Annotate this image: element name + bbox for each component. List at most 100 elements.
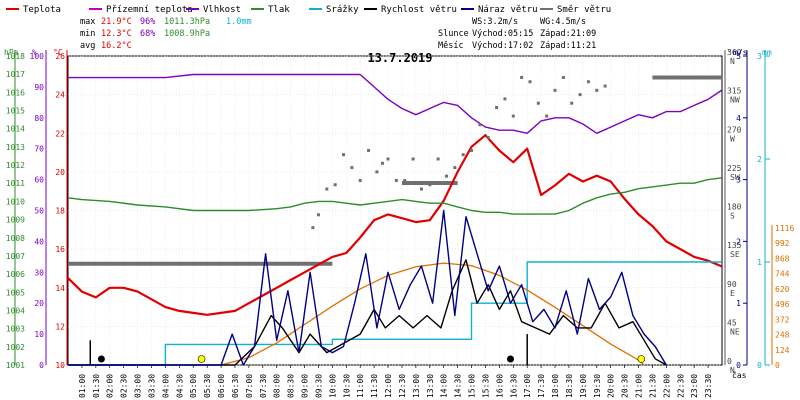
stat-avg-temp: 16.2°C bbox=[101, 41, 132, 51]
axes: 1001100210031004100510061007100810091010… bbox=[4, 48, 794, 375]
series-line bbox=[68, 209, 667, 366]
x-tick-label: 05:00 bbox=[189, 374, 198, 398]
wind-dir-point bbox=[428, 183, 432, 187]
y-tick-pct: 40 bbox=[34, 237, 44, 246]
x-tick-label: 14:00 bbox=[440, 374, 449, 398]
x-tick-label: 04:30 bbox=[175, 374, 184, 398]
x-tick-label: 19:00 bbox=[579, 374, 588, 398]
y-tick-temp: 26 bbox=[55, 52, 65, 61]
x-tick-label: 22:00 bbox=[662, 374, 671, 398]
wind-dir-point bbox=[325, 187, 329, 191]
x-tick-label: 10:00 bbox=[328, 374, 337, 398]
x-tick-label: 11:00 bbox=[356, 374, 365, 398]
y-tick-pct: 80 bbox=[34, 114, 44, 123]
y-tick-sol: 992 bbox=[775, 239, 790, 248]
y-tick-dir-label: E bbox=[730, 289, 735, 298]
y-tick-temp: 24 bbox=[55, 91, 65, 100]
y-tick-hpa: 1004 bbox=[6, 306, 25, 315]
series-line bbox=[68, 259, 667, 366]
y-tick-hpa: 1015 bbox=[6, 107, 25, 116]
wind-dir-point bbox=[503, 97, 507, 101]
x-tick-label: 15:00 bbox=[468, 374, 477, 398]
x-tick-label: 21:30 bbox=[648, 374, 657, 398]
x-tick-label: 17:00 bbox=[523, 374, 532, 398]
y-tick-pct: 20 bbox=[34, 299, 44, 308]
y-tick-pct: 70 bbox=[34, 145, 44, 154]
wind-dir-point bbox=[520, 75, 524, 79]
x-tick-label: 17:30 bbox=[537, 374, 546, 398]
x-tick-label: 12:30 bbox=[398, 374, 407, 398]
y-tick-dir-label: NE bbox=[730, 327, 740, 336]
y-tick-hpa: 1003 bbox=[6, 325, 25, 334]
wind-dir-point bbox=[561, 75, 565, 79]
y-tick-pct: 30 bbox=[34, 268, 44, 277]
y-tick-hpa: 1014 bbox=[6, 125, 25, 134]
stat-max-temp: 21.9°C bbox=[101, 17, 132, 27]
wind-dir-point bbox=[603, 84, 607, 88]
y-tick-dir-label: SE bbox=[730, 250, 740, 259]
moon-marker bbox=[506, 355, 514, 363]
x-tick-label: 08:00 bbox=[273, 374, 282, 398]
x-tick-label: 06:00 bbox=[217, 374, 226, 398]
x-tick-label: 19:30 bbox=[593, 374, 602, 398]
y-tick-hpa: 1018 bbox=[6, 52, 25, 61]
y-tick-pct: 0 bbox=[39, 361, 44, 370]
y-tick-hpa: 1002 bbox=[6, 343, 25, 352]
y-tick-mm: 0 bbox=[757, 361, 762, 370]
wind-dir-point bbox=[411, 157, 415, 161]
x-tick-label: 18:30 bbox=[565, 374, 574, 398]
wind-dir-point bbox=[586, 80, 590, 84]
y-tick-sol: 1116 bbox=[775, 224, 794, 233]
y-tick-hpa: 1012 bbox=[6, 161, 25, 170]
wind-dir-point bbox=[528, 80, 532, 84]
wind-dir-point bbox=[478, 123, 482, 127]
wind-dir-point bbox=[386, 157, 390, 161]
y-tick-pct: 60 bbox=[34, 176, 44, 185]
y-tick-mm: 2 bbox=[757, 155, 762, 164]
y-tick-ms: 2 bbox=[736, 237, 741, 246]
wind-dir-point bbox=[470, 148, 474, 152]
moon-label: Měsíc bbox=[438, 41, 464, 51]
sun-set: Západ:21:09 bbox=[540, 29, 596, 39]
y-tick-hpa: 1008 bbox=[6, 234, 25, 243]
wind-dir-point bbox=[342, 153, 346, 157]
stat-min-hum: 68% bbox=[140, 29, 155, 39]
y-tick-mm: 3 bbox=[757, 52, 762, 61]
x-tick-label: 10:30 bbox=[342, 374, 351, 398]
chart-title: 13.7.2019 bbox=[367, 51, 432, 65]
series-line bbox=[67, 134, 723, 316]
sun-label: Slunce bbox=[438, 29, 469, 39]
y-tick-dir-label: NW bbox=[730, 96, 740, 105]
y-tick-hpa: 1016 bbox=[6, 88, 25, 97]
x-tick-label: 23:00 bbox=[690, 374, 699, 398]
y-tick-hpa: 1013 bbox=[6, 143, 25, 152]
wind-dir-point bbox=[380, 161, 384, 165]
wind-dir-point bbox=[367, 148, 371, 152]
legend-label: Vlhkost bbox=[203, 5, 241, 15]
y-tick-dir: 360 bbox=[727, 48, 742, 57]
x-tick-label: 23:30 bbox=[704, 374, 713, 398]
x-tick-label: 03:30 bbox=[147, 374, 156, 398]
sun-marker bbox=[637, 355, 646, 363]
astro-block: WS:3.2m/s WG:4.5m/s Slunce Východ:05:15 … bbox=[438, 17, 596, 51]
x-tick-label: 22:30 bbox=[676, 374, 685, 398]
y-tick-hpa: 1011 bbox=[6, 179, 25, 188]
wind-dir-point bbox=[461, 153, 465, 157]
x-tick-label: 04:00 bbox=[161, 374, 170, 398]
y-tick-dir: 45 bbox=[727, 318, 737, 327]
wind-dir-point bbox=[578, 93, 582, 97]
x-tick-label: 01:30 bbox=[92, 374, 101, 398]
wind-dir-point bbox=[511, 114, 515, 118]
y-tick-temp: 14 bbox=[55, 284, 65, 293]
wind-wg: WG:4.5m/s bbox=[540, 17, 586, 27]
x-tick-label: 06:30 bbox=[231, 374, 240, 398]
y-tick-sol: 620 bbox=[775, 285, 790, 294]
legend-label: Rychlost větru bbox=[381, 5, 457, 15]
y-tick-dir: 180 bbox=[727, 203, 742, 212]
y-tick-dir: 225 bbox=[727, 164, 742, 173]
y-tick-hpa: 1005 bbox=[6, 288, 25, 297]
stat-min-label: min bbox=[80, 29, 95, 39]
wind-dir-point bbox=[486, 136, 490, 140]
x-tick-label: 09:00 bbox=[301, 374, 310, 398]
